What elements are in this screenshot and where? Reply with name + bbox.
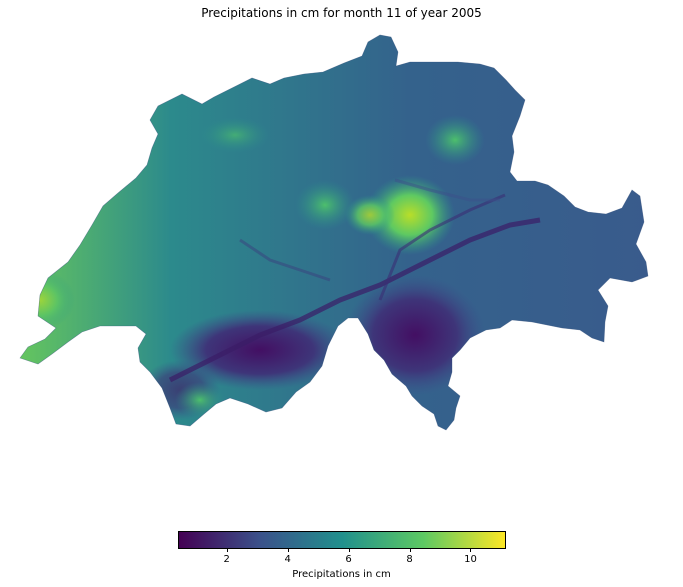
colorbar-tick bbox=[470, 548, 472, 552]
colorbar-tick bbox=[409, 548, 411, 552]
colorbar-tick bbox=[226, 548, 228, 552]
colorbar-tick-label: 10 bbox=[464, 554, 477, 565]
colorbar-tick-label: 2 bbox=[223, 554, 230, 565]
colorbar-tick-label: 8 bbox=[406, 554, 413, 565]
colorbar-tick bbox=[287, 548, 289, 552]
colorbar-label: Precipitations in cm bbox=[292, 569, 391, 580]
colorbar: 2 4 6 8 10 bbox=[178, 531, 506, 565]
chart-title: Precipitations in cm for month 11 of yea… bbox=[201, 6, 482, 20]
colorbar-gradient bbox=[178, 531, 506, 549]
colorbar-tick-label: 4 bbox=[284, 554, 291, 565]
colorbar-tick bbox=[348, 548, 350, 552]
colorbar-tick-label: 6 bbox=[345, 554, 352, 565]
